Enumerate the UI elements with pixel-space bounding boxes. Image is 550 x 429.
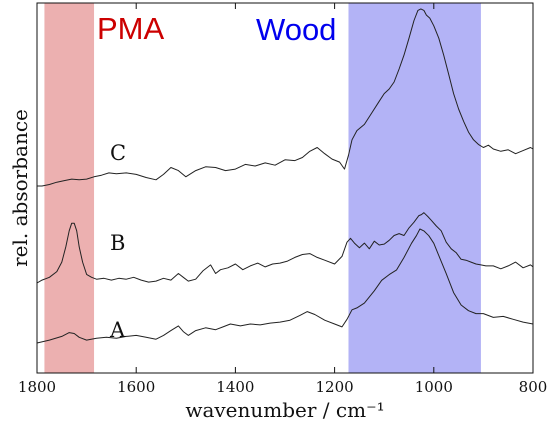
spectrum-trace-c	[37, 8, 534, 187]
highlight-band-pma	[44, 3, 95, 373]
highlight-bands	[44, 3, 481, 373]
trace-label-a: A	[109, 318, 126, 342]
y-axis-title: rel. absorbance	[8, 109, 32, 267]
x-tick-label: 1000	[415, 378, 453, 396]
band-label-wood: Wood	[256, 12, 336, 47]
x-axis-title: wavenumber / cm⁻¹	[185, 398, 384, 422]
trace-label-b: B	[110, 231, 125, 255]
x-tick-label: 1200	[316, 378, 354, 396]
x-tick-label: 1800	[18, 378, 56, 396]
spectrum-trace-a	[36, 228, 534, 344]
x-tick-label: 1400	[216, 378, 254, 396]
x-tick-label: 800	[519, 378, 548, 396]
band-label-pma: PMA	[97, 11, 165, 46]
spectrum-trace-b	[36, 212, 534, 284]
x-axis-ticks: 1800 1600 1400 1200 1000 800	[18, 3, 547, 396]
plot-frame	[36, 2, 534, 374]
x-tick-label: 1600	[117, 378, 155, 396]
trace-label-c: C	[110, 141, 126, 165]
band-labels: PMA Wood	[97, 11, 336, 47]
spectra-traces	[36, 8, 534, 344]
highlight-band-wood	[348, 3, 481, 373]
trace-labels: A B C	[109, 141, 126, 342]
